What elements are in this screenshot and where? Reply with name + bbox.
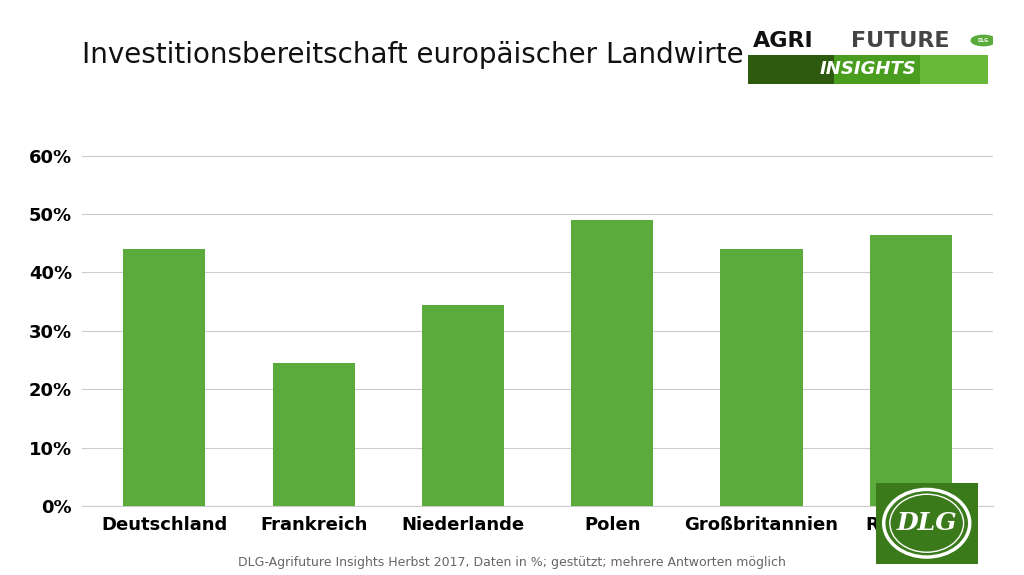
FancyBboxPatch shape [834,55,920,84]
Text: DLG: DLG [978,38,989,43]
Text: FUTURE: FUTURE [851,31,949,51]
Text: DLG: DLG [896,511,957,535]
Bar [422,305,504,506]
Bar [721,249,803,506]
Text: DLG-Agrifuture Insights Herbst 2017, Daten in %; gestützt; mehrere Antworten mög: DLG-Agrifuture Insights Herbst 2017, Dat… [238,556,786,569]
Bar [571,220,653,506]
Text: INSIGHTS: INSIGHTS [819,60,916,78]
Bar [123,249,206,506]
Text: Investitionsbereitschaft europäischer Landwirte: Investitionsbereitschaft europäischer La… [82,41,743,69]
Bar [272,363,354,506]
Circle shape [971,35,995,45]
Bar [869,235,952,506]
FancyBboxPatch shape [748,55,834,84]
FancyBboxPatch shape [920,55,988,84]
Text: AGRI: AGRI [753,31,813,51]
FancyBboxPatch shape [874,482,979,564]
